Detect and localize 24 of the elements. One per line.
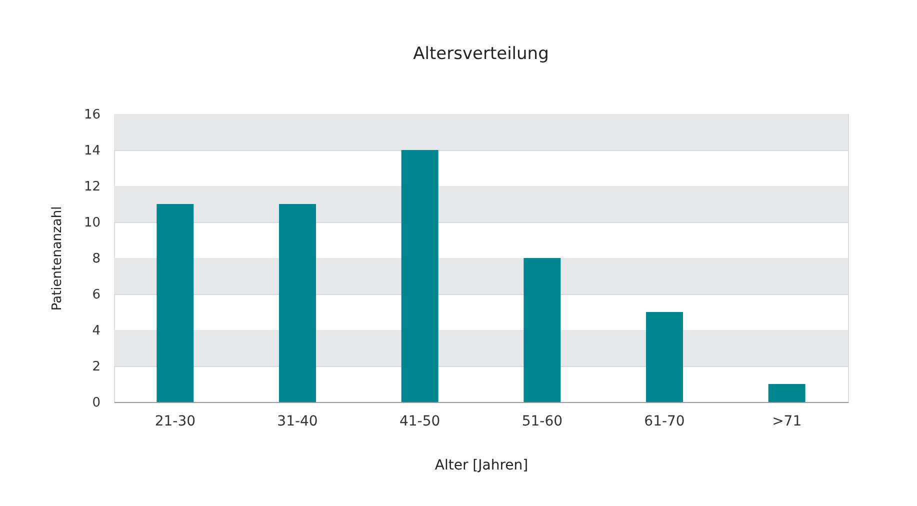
bar bbox=[768, 384, 806, 402]
bar bbox=[156, 204, 194, 402]
y-tick-label: 10 bbox=[84, 216, 100, 230]
bar bbox=[646, 312, 683, 402]
y-tick-label: 2 bbox=[92, 360, 100, 374]
x-axis-title: Alter [Jahren] bbox=[434, 458, 528, 474]
y-tick-label: 0 bbox=[92, 396, 100, 410]
bar bbox=[279, 204, 316, 402]
chart-title: Altersverteilung bbox=[413, 44, 549, 64]
x-tick-label: 41-50 bbox=[399, 414, 440, 430]
x-tick-label: >71 bbox=[772, 414, 802, 430]
x-tick-label: 51-60 bbox=[522, 414, 563, 430]
y-tick-label: 8 bbox=[92, 252, 100, 266]
y-tick-label: 14 bbox=[84, 144, 100, 158]
bar bbox=[524, 258, 561, 402]
y-tick-label: 12 bbox=[84, 180, 100, 194]
bar bbox=[401, 150, 438, 402]
y-axis-title: Patientenanzahl bbox=[50, 206, 65, 311]
x-tick-label: 31-40 bbox=[277, 414, 318, 430]
y-tick-label: 4 bbox=[92, 324, 100, 338]
y-tick-label: 16 bbox=[84, 108, 100, 122]
x-tick-label: 21-30 bbox=[154, 414, 196, 430]
x-tick-label: 61-70 bbox=[644, 414, 685, 430]
y-tick-label: 6 bbox=[92, 288, 100, 302]
